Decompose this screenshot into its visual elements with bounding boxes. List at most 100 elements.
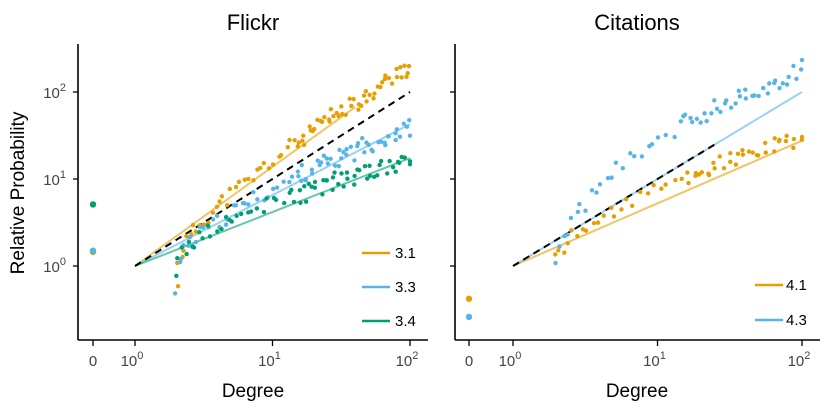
point-3.1 xyxy=(266,166,272,171)
point-3.1 xyxy=(261,160,267,166)
point-3.1 xyxy=(328,107,334,112)
point-4.3 xyxy=(688,115,693,121)
point-4.1 xyxy=(721,165,727,171)
point-3.4 xyxy=(332,170,337,175)
point-4.3 xyxy=(702,111,707,116)
point-3.1 xyxy=(386,75,392,81)
point-3.1 xyxy=(270,162,276,167)
point-4.3 xyxy=(594,190,599,195)
point-4.1 xyxy=(711,160,716,166)
point-3.1 xyxy=(405,71,410,76)
point-4.1 xyxy=(583,228,589,233)
reference-line xyxy=(512,143,716,267)
point-4.3 xyxy=(694,116,700,122)
point-3.4 xyxy=(345,176,350,181)
point-3.3 xyxy=(281,179,286,184)
point-3.1 xyxy=(382,76,388,82)
point-3.1 xyxy=(343,112,348,118)
point-3.3 xyxy=(193,239,199,245)
point-4.3 xyxy=(799,57,805,63)
point-3.4 xyxy=(377,162,382,168)
panel-title: Citations xyxy=(594,10,680,35)
point-3.4 xyxy=(320,192,325,197)
point-4.1 xyxy=(679,176,684,182)
point-3.4 xyxy=(174,273,179,279)
point-3.4 xyxy=(205,223,211,228)
point-3.3 xyxy=(214,213,220,219)
point-4.1 xyxy=(638,189,643,195)
point-4.1 xyxy=(556,248,561,253)
point-4.3 xyxy=(724,98,729,103)
point-4.3 xyxy=(698,120,703,125)
panel-citations: Citations 0 100 101 102 4.1 4.3 Degree xyxy=(450,10,820,402)
point-4.1 xyxy=(772,136,777,141)
point-3.1 xyxy=(378,84,383,90)
point-3.3 xyxy=(352,158,357,163)
x-ticks: 0 100 101 102 xyxy=(89,340,418,370)
point-3.4 xyxy=(215,229,220,234)
point-3.4 xyxy=(289,187,294,193)
point-3.4 xyxy=(367,163,372,169)
point-3.1 xyxy=(371,96,376,101)
point-3.3 xyxy=(246,202,251,207)
panel-title: Flickr xyxy=(227,10,280,35)
point-3.3 xyxy=(332,163,338,168)
point-3.3 xyxy=(223,222,229,227)
point-3.4 xyxy=(352,182,357,187)
point-4.3 xyxy=(681,113,686,119)
point-3.1 xyxy=(301,142,307,148)
point-4.3 xyxy=(756,93,761,99)
point-3.3 xyxy=(407,118,412,123)
point-zero-3.4 xyxy=(89,201,97,208)
point-3.4 xyxy=(387,158,392,164)
point-3.1 xyxy=(319,119,325,125)
point-3.1 xyxy=(367,92,372,98)
point-3.3 xyxy=(348,144,354,149)
scatter-points xyxy=(465,57,805,321)
point-4.3 xyxy=(609,175,614,180)
point-3.4 xyxy=(378,158,384,164)
point-3.1 xyxy=(398,64,403,70)
point-3.3 xyxy=(303,178,308,183)
point-3.3 xyxy=(328,156,333,162)
legend-label-3.1: 3.1 xyxy=(395,245,416,262)
point-3.4 xyxy=(336,181,341,187)
point-3.3 xyxy=(274,185,280,190)
point-3.4 xyxy=(341,184,346,189)
point-4.3 xyxy=(649,142,655,147)
point-4.3 xyxy=(605,175,611,181)
point-3.4 xyxy=(179,245,184,250)
point-3.3 xyxy=(394,127,400,132)
legend-label-3.4: 3.4 xyxy=(395,313,416,330)
point-4.1 xyxy=(673,177,678,183)
point-3.3 xyxy=(360,136,365,141)
point-4.1 xyxy=(728,159,733,165)
point-3.1 xyxy=(394,74,400,80)
point-3.3 xyxy=(299,162,304,168)
point-3.1 xyxy=(349,103,354,109)
point-3.3 xyxy=(370,149,375,154)
point-4.3 xyxy=(791,63,796,69)
point-3.1 xyxy=(285,145,290,150)
point-3.3 xyxy=(296,173,301,179)
fit-lines xyxy=(512,91,803,267)
point-4.3 xyxy=(553,260,558,266)
point-4.3 xyxy=(577,201,582,207)
point-3.1 xyxy=(296,140,301,145)
point-3.3 xyxy=(251,189,256,195)
point-3.3 xyxy=(324,156,330,161)
point-4.3 xyxy=(620,165,625,171)
point-3.3 xyxy=(321,153,327,158)
x-tick-label: 101 xyxy=(258,350,281,370)
point-3.3 xyxy=(378,139,384,144)
point-4.3 xyxy=(632,154,637,159)
point-4.3 xyxy=(575,209,581,215)
point-4.1 xyxy=(696,172,702,177)
point-3.4 xyxy=(207,234,213,239)
point-3.4 xyxy=(223,214,229,220)
x-axis-label: Degree xyxy=(222,381,284,402)
point-3.3 xyxy=(341,150,346,155)
point-4.1 xyxy=(735,151,741,157)
point-4.3 xyxy=(655,135,661,140)
point-3.4 xyxy=(191,245,197,250)
